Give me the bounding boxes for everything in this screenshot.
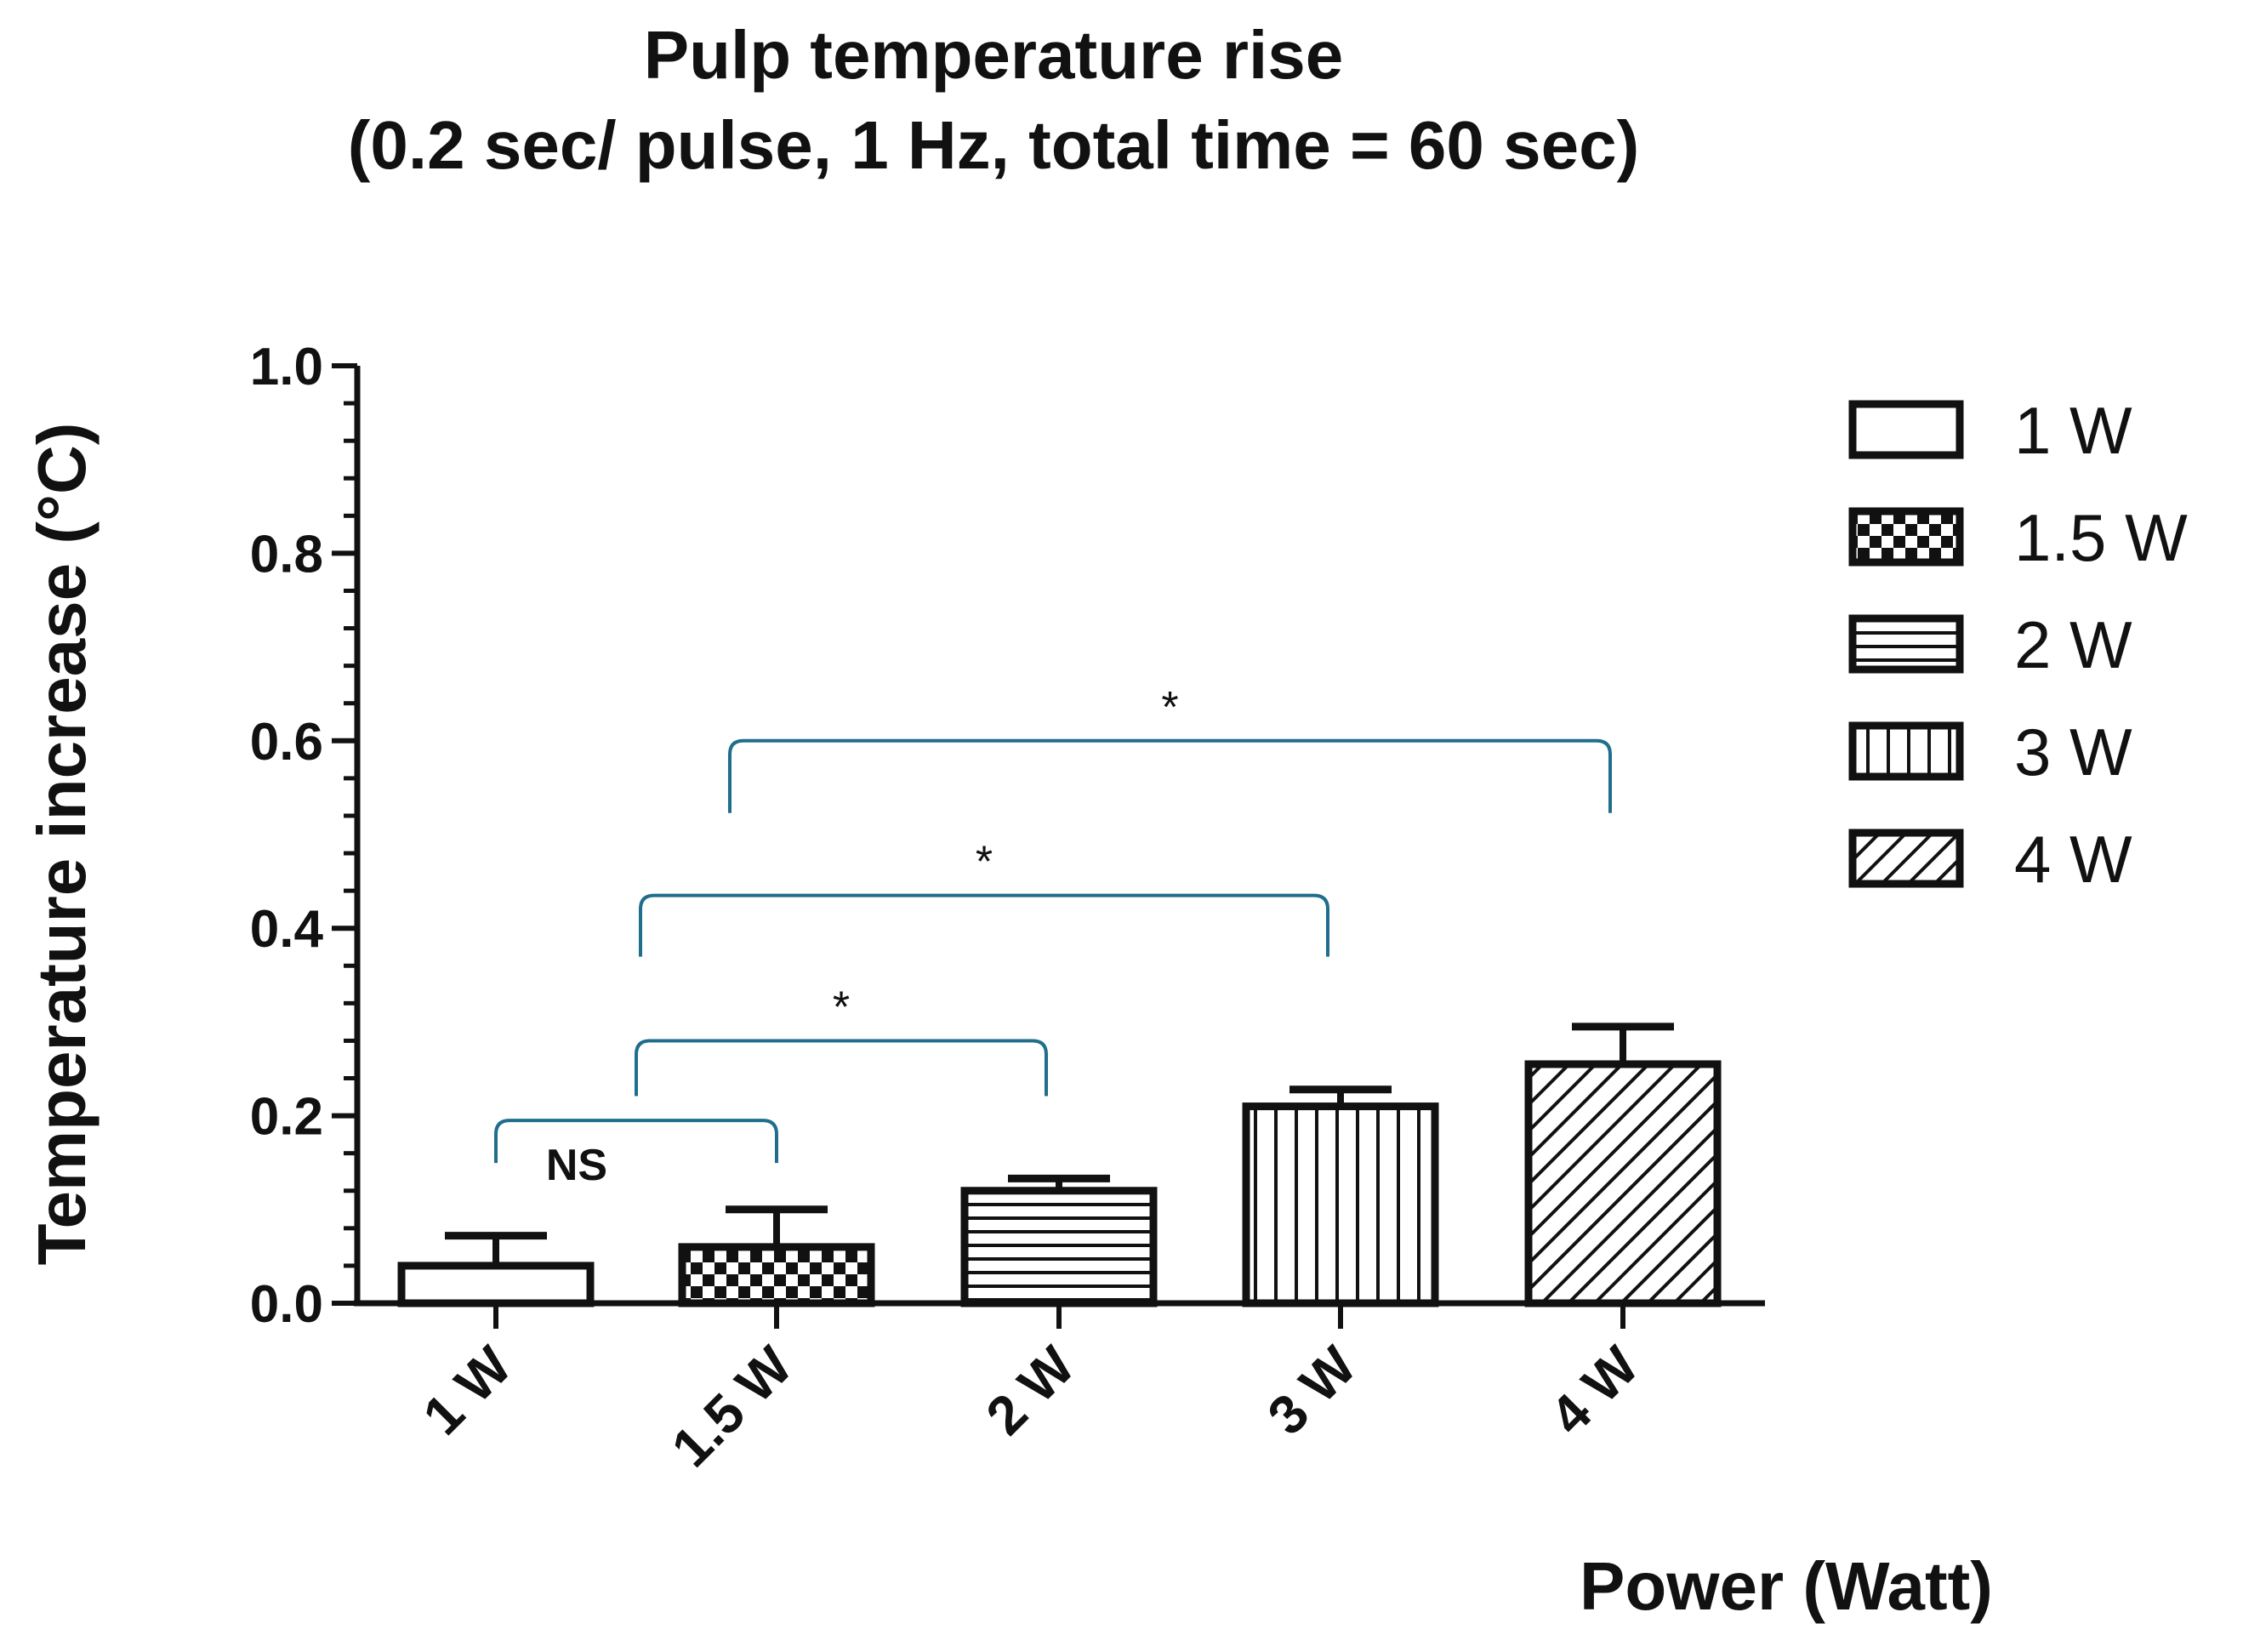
legend-swatch (1848, 614, 1964, 674)
legend-swatch (1848, 829, 1964, 888)
x-tick-label: 1.5 W (660, 1335, 805, 1479)
legend-label: 2 W (2014, 607, 2132, 682)
x-tick-label: 4 W (1539, 1335, 1651, 1447)
significance-bracket (494, 1119, 778, 1164)
significance-star: * (1161, 683, 1178, 732)
significance-star: * (833, 983, 850, 1032)
x-ticks (493, 1303, 1625, 1329)
y-tick-label: 0.6 (250, 713, 323, 772)
legend-label: 4 W (2014, 822, 2132, 897)
significance-brackets: NS * * * (494, 683, 1612, 1190)
legend-label: 3 W (2014, 715, 2132, 789)
x-tick-label: 3 W (1256, 1335, 1369, 1447)
significance-bracket (639, 893, 1329, 957)
legend: 1 W 1.5 W 2 W 3 W 4 W (1848, 393, 2188, 897)
bar-4w (1524, 1060, 1722, 1307)
y-tick-label: 1.0 (250, 338, 323, 396)
bar-3w (1242, 1102, 1439, 1307)
x-tick-label: 2 W (975, 1335, 1087, 1447)
y-major-ticks (332, 363, 357, 1306)
y-tick-label: 0.8 (250, 525, 323, 584)
x-tick-label: 1 W (412, 1335, 524, 1447)
x-tick-labels: 1 W 1.5 W 2 W 3 W 4 W (412, 1335, 1651, 1479)
y-tick-label: 0.2 (250, 1088, 323, 1147)
chart-title: Pulp temperature rise (644, 17, 1344, 93)
significance-bracket (635, 1039, 1048, 1097)
legend-label: 1.5 W (2014, 500, 2188, 575)
bar-2w (960, 1187, 1158, 1307)
y-tick-label: 0.4 (250, 900, 324, 959)
significance-bracket (728, 738, 1612, 813)
bar-1-5w (678, 1243, 875, 1307)
error-bars (445, 1023, 1674, 1266)
y-tick-labels: 0.0 0.2 0.4 0.6 0.8 1.0 (250, 338, 324, 1334)
legend-swatch (1848, 507, 1964, 567)
chart-subtitle: (0.2 sec/ pulse, 1 Hz, total time = 60 s… (348, 107, 1639, 183)
significance-star: * (976, 838, 993, 887)
legend-label: 1 W (2014, 393, 2132, 468)
x-axis-title: Power (Watt) (1580, 1548, 1993, 1624)
ns-label: NS (546, 1141, 607, 1190)
bar-1w (397, 1262, 595, 1307)
y-axis-title: Temperature increase (°C) (24, 423, 100, 1266)
legend-swatch (1848, 400, 1964, 459)
y-tick-label: 0.0 (250, 1275, 323, 1334)
legend-swatch (1848, 721, 1964, 781)
